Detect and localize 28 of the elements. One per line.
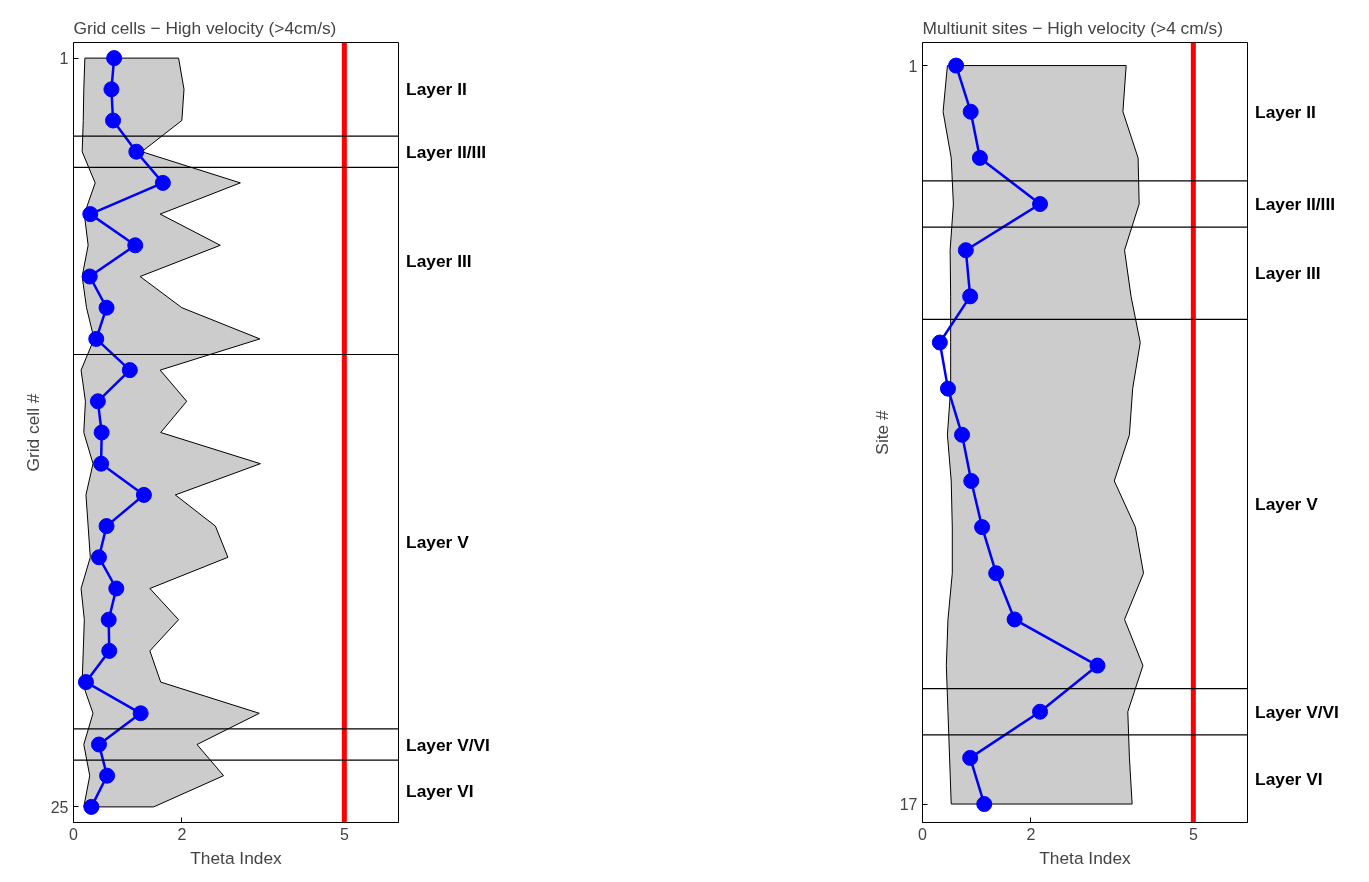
text: Layer II/III <box>1255 194 1336 215</box>
y-axis-title: Site # <box>871 409 892 455</box>
chart-title: Grid cells − High velocity (>4cm/s) <box>73 17 337 38</box>
x-tick-label: 2 <box>177 825 187 843</box>
text: Layer III <box>1255 263 1321 284</box>
x-tick-label: 0 <box>918 825 928 843</box>
text: Layer III <box>406 250 472 271</box>
y-tick-label: 1 <box>908 57 918 75</box>
text: Layer VI <box>1255 768 1323 789</box>
text: Layer V <box>406 531 470 552</box>
x-tick-label: 0 <box>69 825 79 843</box>
x-axis-title: Theta Index <box>1039 847 1132 868</box>
text: Layer II/III <box>406 141 487 162</box>
text: Layer V/VI <box>406 734 490 755</box>
x-tick-label: 2 <box>1026 825 1036 843</box>
y-tick-label: 25 <box>50 798 69 816</box>
chart-title: Multiunit sites − High velocity (>4 cm/s) <box>922 17 1223 38</box>
x-tick-label: 5 <box>339 825 349 843</box>
y-axis-title: Grid cell # <box>22 393 43 472</box>
text: Layer V <box>1255 494 1319 515</box>
text: Layer II <box>1255 101 1316 122</box>
text: Layer VI <box>406 781 474 802</box>
text: Layer V/VI <box>1255 701 1339 722</box>
text: Layer II <box>406 79 467 100</box>
x-axis-title: Theta Index <box>190 847 283 868</box>
y-tick-label: 17 <box>899 796 918 814</box>
y-tick-label: 1 <box>59 50 69 68</box>
x-tick-label: 5 <box>1188 825 1198 843</box>
